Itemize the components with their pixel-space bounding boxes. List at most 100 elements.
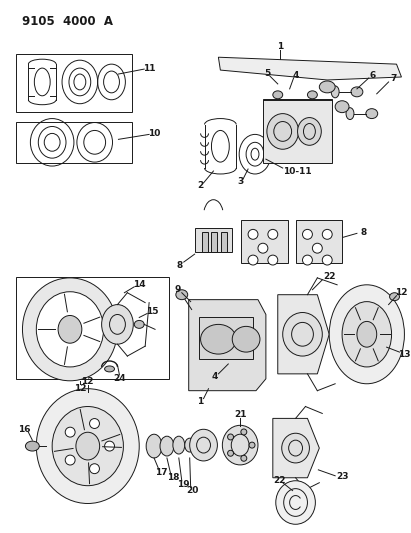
Text: 12: 12 bbox=[395, 288, 408, 297]
Ellipse shape bbox=[248, 229, 258, 239]
Ellipse shape bbox=[58, 316, 82, 343]
Ellipse shape bbox=[241, 455, 247, 461]
Text: 22: 22 bbox=[273, 476, 286, 485]
Bar bbox=[263, 99, 332, 163]
Text: 23: 23 bbox=[336, 472, 349, 481]
Ellipse shape bbox=[322, 255, 332, 265]
Ellipse shape bbox=[102, 304, 133, 344]
Ellipse shape bbox=[173, 436, 185, 454]
Ellipse shape bbox=[222, 425, 258, 465]
Ellipse shape bbox=[201, 325, 236, 354]
Text: 4: 4 bbox=[292, 70, 299, 79]
Text: 24: 24 bbox=[113, 374, 126, 383]
Text: 11: 11 bbox=[143, 63, 155, 72]
Ellipse shape bbox=[282, 433, 309, 463]
Text: 9105  4000  A: 9105 4000 A bbox=[23, 15, 113, 28]
Text: 1: 1 bbox=[277, 42, 283, 51]
Text: 6: 6 bbox=[369, 70, 376, 79]
Text: 10-11: 10-11 bbox=[283, 166, 312, 175]
Polygon shape bbox=[189, 300, 266, 391]
Text: 19: 19 bbox=[178, 480, 190, 489]
Polygon shape bbox=[278, 295, 329, 374]
Ellipse shape bbox=[65, 455, 75, 465]
Ellipse shape bbox=[302, 255, 312, 265]
Ellipse shape bbox=[90, 464, 99, 474]
Ellipse shape bbox=[342, 302, 392, 367]
Bar bbox=[222, 232, 227, 252]
Ellipse shape bbox=[298, 118, 321, 146]
Ellipse shape bbox=[146, 434, 162, 458]
Ellipse shape bbox=[273, 91, 283, 99]
Bar bbox=[16, 54, 132, 111]
Ellipse shape bbox=[276, 481, 315, 524]
Ellipse shape bbox=[36, 292, 104, 367]
Ellipse shape bbox=[25, 441, 39, 451]
Ellipse shape bbox=[268, 229, 278, 239]
Text: 21: 21 bbox=[234, 410, 247, 419]
Text: 4: 4 bbox=[211, 373, 217, 381]
Text: 8: 8 bbox=[361, 228, 367, 237]
Ellipse shape bbox=[319, 81, 335, 93]
Text: 18: 18 bbox=[166, 473, 179, 482]
Text: 12: 12 bbox=[74, 384, 86, 393]
Ellipse shape bbox=[357, 321, 377, 347]
Text: 15: 15 bbox=[146, 307, 158, 316]
Polygon shape bbox=[195, 229, 232, 252]
Ellipse shape bbox=[23, 278, 118, 381]
Text: 12: 12 bbox=[81, 377, 94, 386]
Ellipse shape bbox=[249, 442, 255, 448]
Ellipse shape bbox=[322, 229, 332, 239]
Ellipse shape bbox=[228, 450, 233, 456]
Bar bbox=[16, 122, 132, 163]
Text: 17: 17 bbox=[155, 469, 167, 478]
Ellipse shape bbox=[346, 108, 354, 119]
Polygon shape bbox=[273, 418, 319, 478]
Bar bbox=[201, 232, 208, 252]
Ellipse shape bbox=[36, 389, 139, 504]
Ellipse shape bbox=[104, 441, 115, 451]
Text: 2: 2 bbox=[197, 181, 204, 190]
Text: 10: 10 bbox=[148, 129, 160, 138]
Text: 13: 13 bbox=[398, 350, 411, 359]
Ellipse shape bbox=[267, 114, 298, 149]
Ellipse shape bbox=[258, 243, 268, 253]
Ellipse shape bbox=[228, 434, 233, 440]
Bar bbox=[199, 318, 253, 359]
Ellipse shape bbox=[185, 438, 195, 452]
Text: 7: 7 bbox=[390, 75, 397, 84]
Polygon shape bbox=[241, 221, 288, 263]
Ellipse shape bbox=[329, 285, 404, 384]
Ellipse shape bbox=[335, 101, 349, 112]
Ellipse shape bbox=[104, 366, 115, 372]
Ellipse shape bbox=[76, 432, 99, 460]
Ellipse shape bbox=[160, 436, 174, 456]
Ellipse shape bbox=[307, 91, 317, 99]
Ellipse shape bbox=[90, 418, 99, 429]
Bar bbox=[16, 277, 169, 379]
Ellipse shape bbox=[331, 86, 339, 98]
Ellipse shape bbox=[283, 312, 322, 356]
Text: 20: 20 bbox=[187, 486, 199, 495]
Text: 16: 16 bbox=[18, 425, 31, 434]
Text: 5: 5 bbox=[264, 69, 270, 77]
Ellipse shape bbox=[176, 290, 188, 300]
Text: 1: 1 bbox=[197, 397, 204, 406]
Text: 3: 3 bbox=[237, 177, 243, 187]
Text: 8: 8 bbox=[177, 261, 183, 270]
Ellipse shape bbox=[268, 255, 278, 265]
Ellipse shape bbox=[351, 87, 363, 97]
Text: 14: 14 bbox=[133, 280, 145, 289]
Ellipse shape bbox=[248, 255, 258, 265]
Bar bbox=[212, 232, 217, 252]
Ellipse shape bbox=[52, 407, 123, 486]
Ellipse shape bbox=[366, 109, 378, 118]
Polygon shape bbox=[296, 221, 342, 263]
Text: 22: 22 bbox=[323, 272, 335, 281]
Polygon shape bbox=[218, 57, 402, 80]
Ellipse shape bbox=[390, 293, 399, 301]
Text: 9: 9 bbox=[175, 285, 181, 294]
Ellipse shape bbox=[190, 429, 217, 461]
Ellipse shape bbox=[241, 429, 247, 435]
Ellipse shape bbox=[232, 326, 260, 352]
Ellipse shape bbox=[312, 243, 322, 253]
